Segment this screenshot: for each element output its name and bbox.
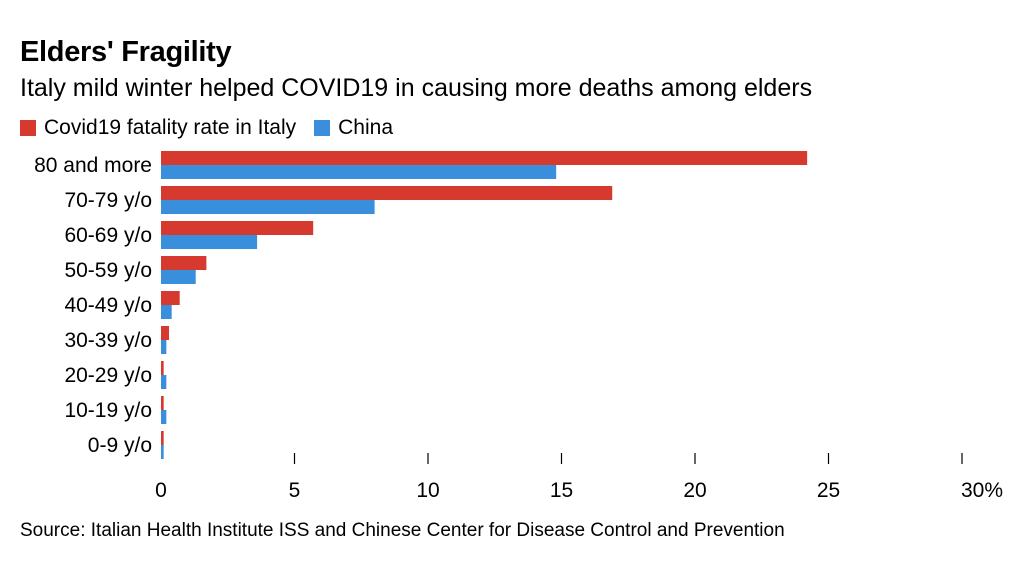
bar-italy [161, 326, 170, 340]
legend-label-china: China [338, 116, 393, 139]
x-tick-label: 30% [961, 479, 1003, 502]
category-label: 80 and more [34, 154, 152, 177]
chart-title: Elders' Fragility [20, 36, 232, 68]
x-tick-label: 10 [416, 479, 439, 502]
legend-label-italy: Covid19 fatality rate in Italy [44, 116, 297, 139]
bar-china [161, 445, 164, 459]
bar-italy [161, 361, 164, 375]
bar-china [161, 200, 375, 214]
category-label: 70-79 y/o [64, 189, 152, 212]
chart-subtitle: Italy mild winter helped COVID19 in caus… [20, 74, 813, 102]
x-tick-label: 0 [155, 479, 167, 502]
bar-italy [161, 431, 164, 445]
category-label: 40-49 y/o [64, 294, 152, 317]
category-label: 30-39 y/o [64, 329, 152, 352]
legend-item-italy: Covid19 fatality rate in Italy [20, 116, 296, 140]
legend-swatch-china [314, 120, 331, 136]
category-label: 50-59 y/o [64, 259, 152, 282]
source-note: Source: Italian Health Institute ISS and… [20, 520, 785, 541]
category-label: 10-19 y/o [64, 399, 152, 422]
x-tick-label: 15 [550, 479, 573, 502]
category-label: 0-9 y/o [88, 434, 152, 457]
category-label: 60-69 y/o [64, 224, 152, 247]
bar-china [161, 270, 196, 284]
bar-italy [161, 151, 808, 165]
x-tick-label: 5 [289, 479, 301, 502]
x-tick-label: 20 [683, 479, 706, 502]
legend-swatch-italy [20, 120, 36, 136]
legend: Covid19 fatality rate in Italy China [20, 116, 411, 140]
bar-italy [161, 396, 164, 410]
bar-italy [161, 256, 207, 270]
bar-china [161, 340, 167, 354]
bar-china [161, 235, 258, 249]
bar-china [161, 375, 167, 389]
bar-china [161, 410, 167, 424]
bar-italy [161, 291, 180, 305]
bar-italy [161, 221, 314, 235]
legend-item-china: China [314, 116, 393, 140]
x-tick-label: 25 [817, 479, 840, 502]
bar-china [161, 305, 172, 319]
category-label: 20-29 y/o [64, 364, 152, 387]
bar-italy [161, 186, 613, 200]
bar-china [161, 165, 557, 179]
